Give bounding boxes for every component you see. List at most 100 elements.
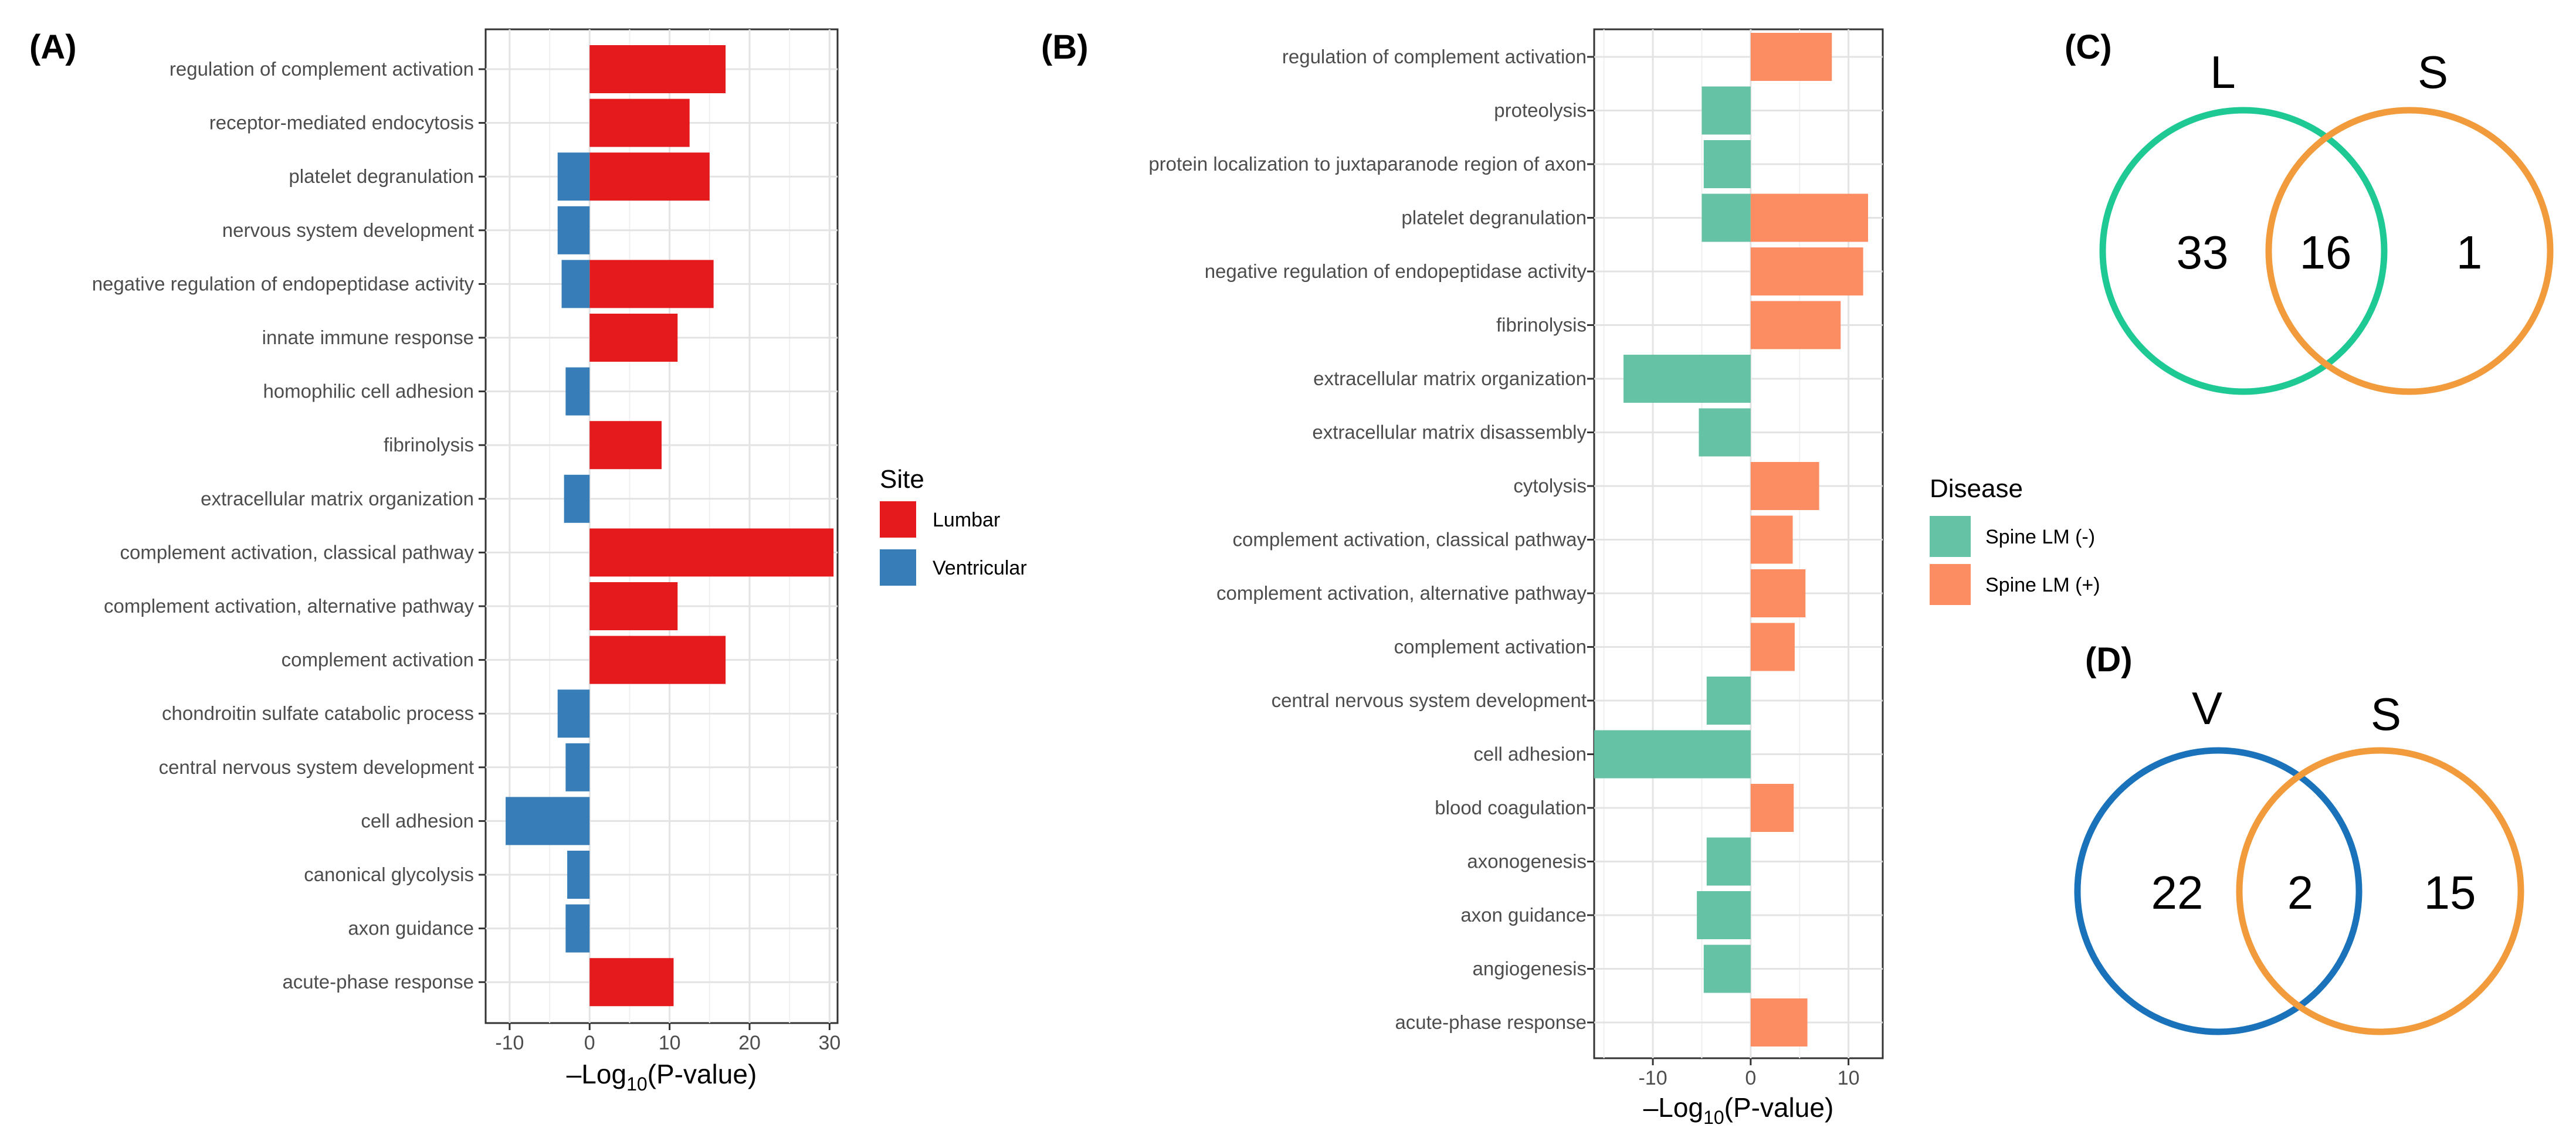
venn-d: V S 22 2 15 bbox=[2074, 682, 2524, 1035]
x-tick-label: 10 bbox=[659, 1032, 681, 1054]
venn-c-set-label-l: L bbox=[2210, 46, 2235, 98]
bar-spine-lm bbox=[1750, 623, 1795, 671]
x-tick-label: 30 bbox=[818, 1032, 840, 1054]
chart-a-x-ticks: -10 0 10 20 30 bbox=[495, 1023, 840, 1054]
bar-spine-lm bbox=[1750, 462, 1819, 510]
panel-label-c: (C) bbox=[2065, 28, 2112, 66]
venn-c: L S 33 16 1 bbox=[2099, 46, 2554, 395]
bar-ventricular bbox=[506, 797, 590, 845]
category-label: angiogenesis bbox=[1473, 958, 1587, 980]
bar-lumbar bbox=[589, 98, 690, 147]
bar-lumbar bbox=[589, 314, 678, 362]
venn-c-count-both: 16 bbox=[2300, 226, 2352, 278]
venn-c-count-right: 1 bbox=[2456, 226, 2483, 278]
legend-a-label-lumbar: Lumbar bbox=[933, 509, 1000, 531]
bar-lumbar bbox=[589, 421, 662, 470]
chart-b-x-ticks: -10 0 10 bbox=[1638, 1058, 1860, 1089]
bar-spine-lm bbox=[1750, 301, 1841, 349]
x-tick-label: -10 bbox=[1638, 1067, 1667, 1089]
category-label: blood coagulation bbox=[1435, 797, 1587, 818]
category-label: nervous system development bbox=[222, 219, 474, 241]
category-label: complement activation bbox=[1394, 636, 1587, 658]
bar-spine-lm bbox=[1697, 891, 1751, 939]
venn-c-set-label-s: S bbox=[2418, 46, 2448, 98]
bar-ventricular bbox=[564, 474, 590, 523]
bar-ventricular bbox=[567, 851, 590, 899]
category-label: extracellular matrix organization bbox=[1313, 368, 1587, 389]
venn-d-count-right: 15 bbox=[2424, 867, 2476, 919]
x-tick-label: 20 bbox=[738, 1032, 761, 1054]
bar-spine-lm bbox=[1701, 193, 1751, 242]
category-label: cytolysis bbox=[1513, 475, 1587, 497]
bar-spine-lm bbox=[1750, 784, 1794, 832]
bar-spine-lm bbox=[1699, 408, 1751, 457]
category-label: negative regulation of endopeptidase act… bbox=[1205, 260, 1587, 282]
bar-spine-lm bbox=[1594, 730, 1751, 779]
venn-d-count-left: 22 bbox=[2151, 867, 2204, 919]
chart-b-legend: Disease Spine LM (-) Spine LM (+) bbox=[1930, 474, 2100, 605]
venn-d-circle-v bbox=[2074, 747, 2363, 1035]
legend-b-swatch-spine-lm-pos bbox=[1930, 564, 1971, 605]
venn-c-circle-l bbox=[2099, 107, 2388, 395]
legend-b-title: Disease bbox=[1930, 474, 2023, 503]
legend-a-swatch-lumbar bbox=[880, 501, 916, 538]
bar-spine-lm bbox=[1706, 677, 1751, 725]
venn-c-count-left: 33 bbox=[2177, 226, 2229, 278]
panel-label-a: (A) bbox=[29, 28, 77, 66]
chart-b-bars bbox=[1594, 33, 1868, 1047]
bar-ventricular bbox=[565, 367, 590, 416]
chart-a-x-axis-title: –Log10(P-value) bbox=[567, 1059, 757, 1095]
bar-spine-lm bbox=[1703, 944, 1751, 993]
x-tick-label: -10 bbox=[495, 1032, 524, 1054]
bar-lumbar bbox=[589, 260, 714, 308]
category-label: extracellular matrix disassembly bbox=[1312, 422, 1587, 443]
category-label: fibrinolysis bbox=[384, 434, 474, 456]
legend-a-title: Site bbox=[880, 465, 924, 494]
legend-b-label-spine-lm-pos: Spine LM (+) bbox=[1985, 574, 2100, 596]
chart-a-bars bbox=[506, 45, 834, 1007]
chart-a: regulation of complement activation recep… bbox=[92, 28, 1027, 1095]
category-label: axon guidance bbox=[348, 918, 474, 939]
chart-b-category-labels: regulation of complement activation prote… bbox=[1148, 46, 1594, 1033]
category-label: innate immune response bbox=[262, 327, 474, 348]
bar-lumbar bbox=[589, 45, 726, 93]
bar-spine-lm bbox=[1750, 33, 1832, 81]
chart-a-category-labels: regulation of complement activation recep… bbox=[92, 58, 486, 993]
chart-a-legend: Site Lumbar Ventricular bbox=[880, 465, 1027, 586]
venn-d-set-label-s: S bbox=[2371, 688, 2401, 740]
x-tick-label: 0 bbox=[584, 1032, 595, 1054]
bar-spine-lm bbox=[1750, 247, 1863, 295]
bar-spine-lm bbox=[1750, 569, 1806, 617]
category-label: regulation of complement activation bbox=[170, 58, 474, 80]
category-label: acute-phase response bbox=[1395, 1011, 1587, 1033]
panel-label-b: (B) bbox=[1041, 28, 1089, 66]
category-label: central nervous system development bbox=[159, 756, 474, 778]
category-label: cell adhesion bbox=[361, 810, 474, 831]
chart-b: regulation of complement activation prote… bbox=[1148, 28, 2100, 1128]
legend-a-label-ventricular: Ventricular bbox=[933, 557, 1027, 579]
chart-b-x-axis-title: –Log10(P-value) bbox=[1643, 1092, 1834, 1128]
bar-lumbar bbox=[589, 582, 678, 630]
category-label: fibrinolysis bbox=[1496, 314, 1587, 336]
bar-ventricular bbox=[557, 689, 590, 738]
category-label: complement activation, classical pathway bbox=[1233, 529, 1587, 551]
bar-ventricular bbox=[557, 206, 590, 254]
bar-ventricular bbox=[561, 260, 590, 308]
category-label: receptor-mediated endocytosis bbox=[209, 112, 474, 134]
category-label: complement activation, classical pathway bbox=[120, 541, 474, 563]
bar-lumbar bbox=[589, 528, 834, 577]
panel-label-d: (D) bbox=[2085, 641, 2133, 679]
category-label: complement activation, alternative pathw… bbox=[104, 595, 474, 617]
bar-spine-lm bbox=[1623, 355, 1751, 403]
bar-ventricular bbox=[557, 152, 590, 201]
venn-d-count-both: 2 bbox=[2287, 867, 2314, 919]
category-label: acute-phase response bbox=[282, 971, 474, 993]
bar-spine-lm bbox=[1750, 998, 1808, 1047]
venn-d-circle-s bbox=[2236, 747, 2524, 1035]
category-label: homophilic cell adhesion bbox=[263, 380, 474, 402]
legend-a-swatch-ventricular bbox=[880, 549, 916, 586]
category-label: platelet degranulation bbox=[289, 165, 474, 187]
bar-lumbar bbox=[589, 958, 674, 1007]
x-tick-label: 10 bbox=[1838, 1067, 1860, 1089]
